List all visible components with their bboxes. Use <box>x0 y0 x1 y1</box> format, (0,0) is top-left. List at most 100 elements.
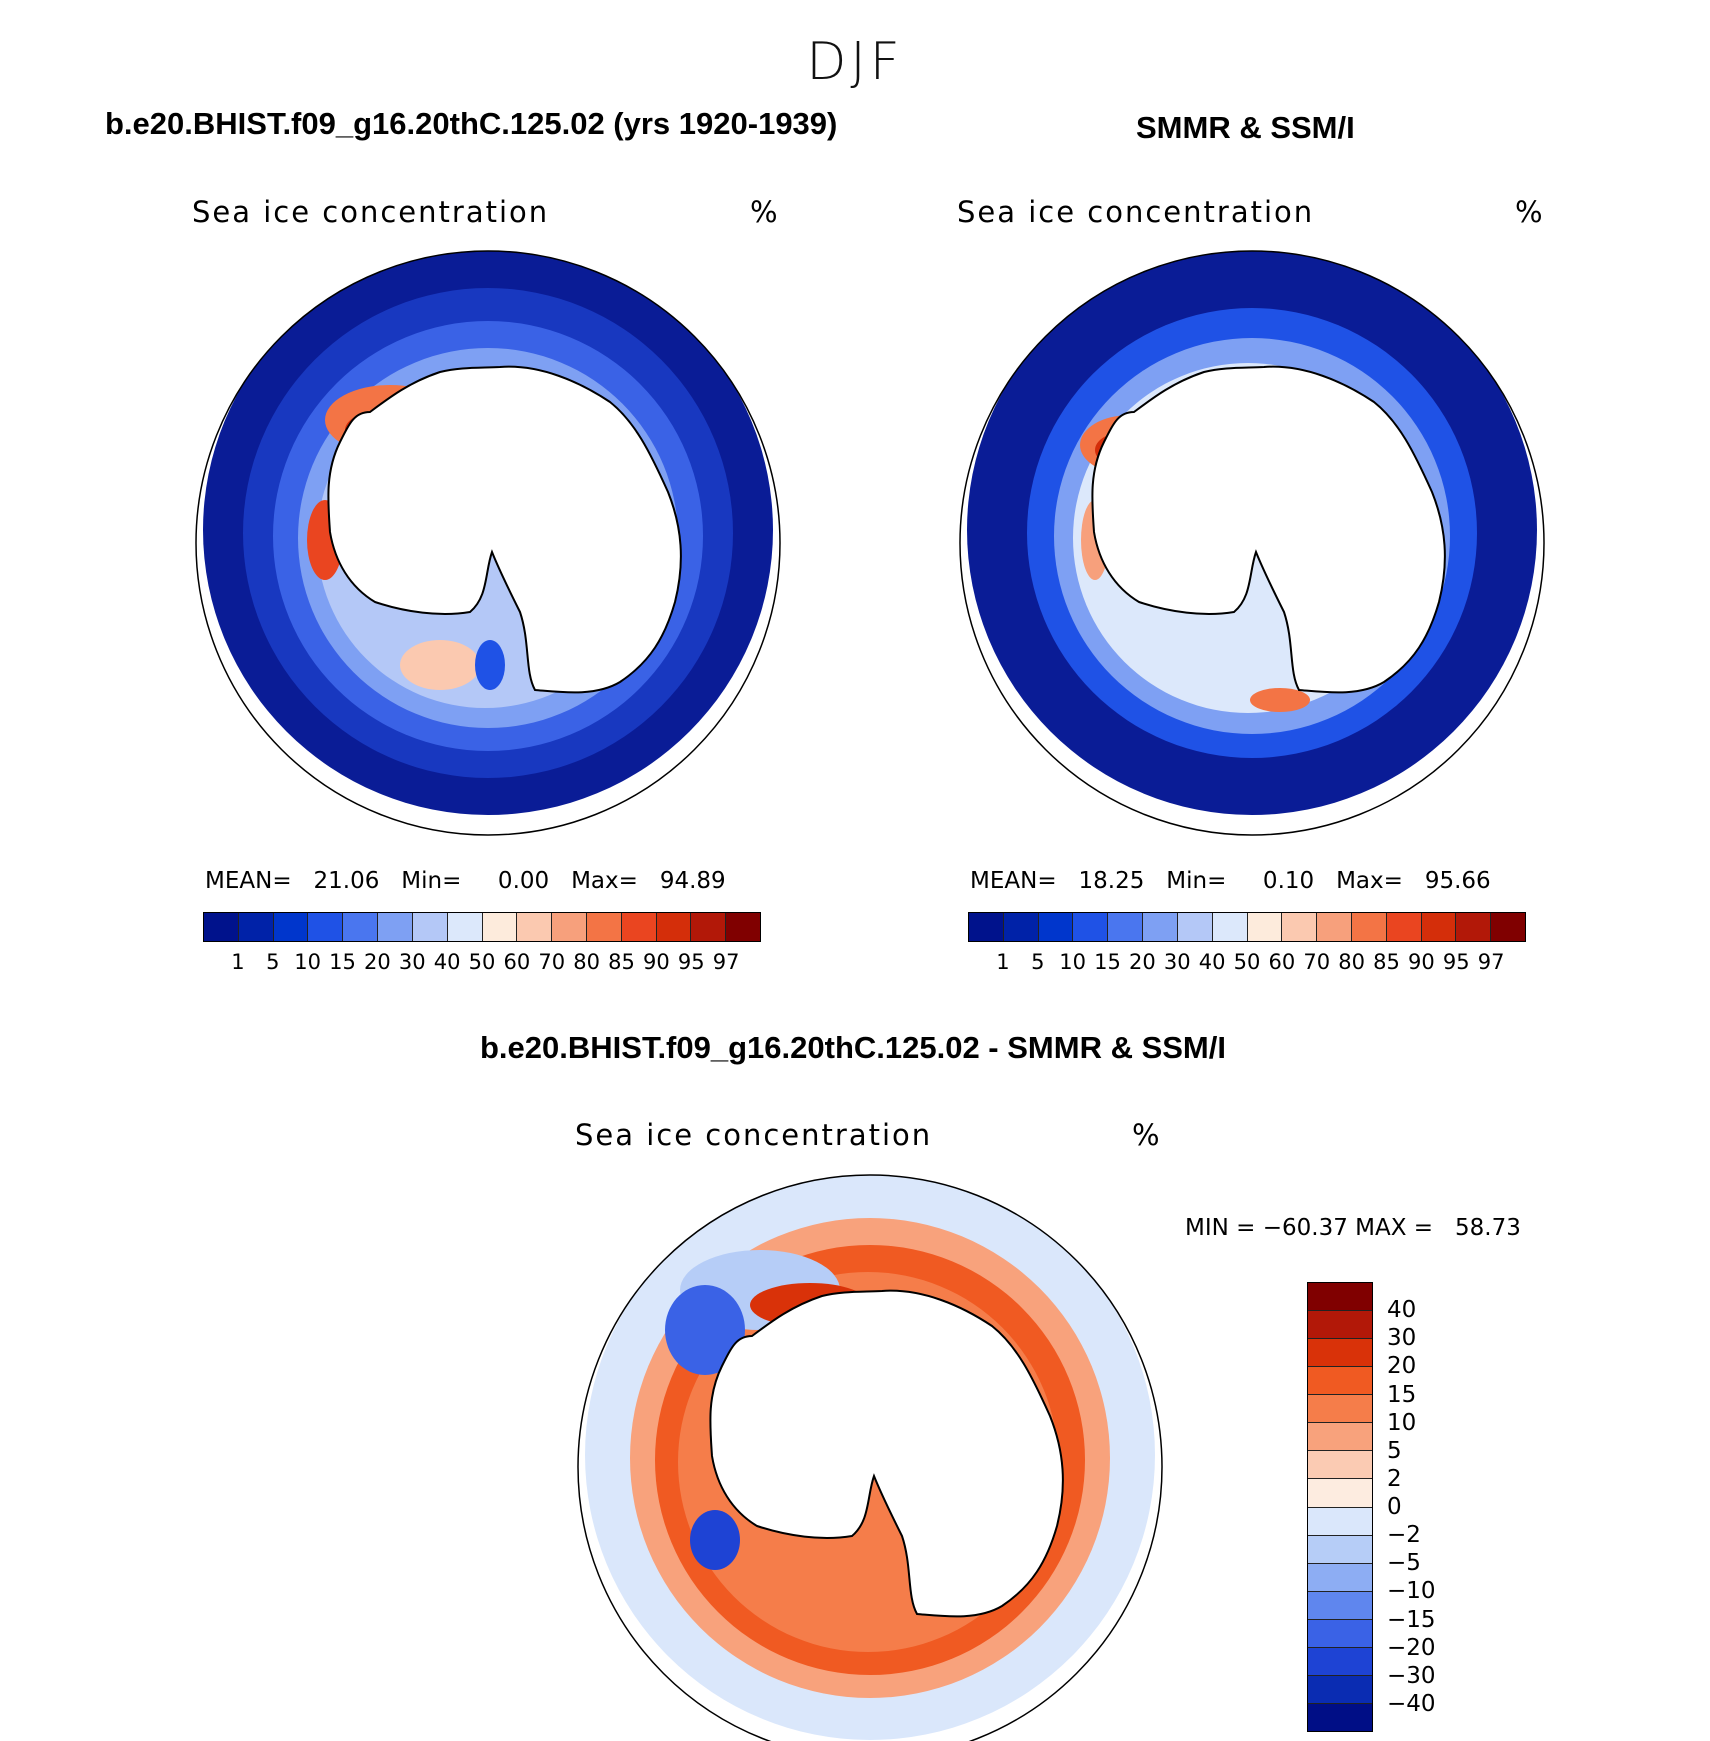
colorbar-difference-swatch <box>1308 1507 1372 1536</box>
colorbar-observations <box>968 912 1526 942</box>
colorbar-observations-swatch <box>1073 913 1109 941</box>
colorbar-difference-tick-label: 10 <box>1387 1409 1417 1436</box>
colorbar-model-tick-label: 15 <box>329 950 356 974</box>
colorbar-observations-swatch <box>1386 913 1422 941</box>
colorbar-difference-tick-label: −20 <box>1387 1634 1436 1661</box>
colorbar-observations-tick-label: 30 <box>1163 950 1191 974</box>
diff-panel-unit: % <box>1132 1118 1160 1152</box>
colorbar-observations-tick-label: 95 <box>1442 950 1470 974</box>
colorbar-model-tick-label: 85 <box>608 950 635 974</box>
colorbar-model-ticks: 1 5 10 15 20 30 40 50 60 70 80 85 90 95 97 <box>203 950 761 976</box>
panel-2-title: SMMR & SSM/I <box>1136 110 1355 145</box>
colorbar-difference-tick-label: −2 <box>1387 1522 1421 1549</box>
season-title: DJF <box>806 32 904 92</box>
colorbar-difference-swatch <box>1308 1283 1372 1312</box>
colorbar-observations-swatch <box>1247 913 1283 941</box>
colorbar-model-tick-label: 50 <box>468 950 496 974</box>
map-model <box>195 250 781 836</box>
colorbar-model-tick-label: 5 <box>266 950 280 974</box>
colorbar-model-swatch <box>517 913 553 941</box>
colorbar-difference-ticks: 40 30 20 15 10 5 2 0 −2 −5 −10 −15 −20 −30 −40 <box>1387 1282 1467 1732</box>
colorbar-observations-tick-label: 10 <box>1059 950 1086 974</box>
colorbar-difference-swatch <box>1308 1311 1372 1340</box>
panel-2-variable: Sea ice concentration <box>957 195 1315 229</box>
colorbar-difference-tick-label: −5 <box>1387 1550 1421 1577</box>
colorbar-difference-swatch <box>1308 1423 1372 1452</box>
colorbar-observations-tick-label: 1 <box>996 950 1010 974</box>
colorbar-difference <box>1307 1282 1373 1732</box>
colorbar-difference-swatch <box>1308 1479 1372 1508</box>
colorbar-difference-tick-label: 2 <box>1387 1465 1402 1492</box>
panel-1-unit: % <box>750 195 778 229</box>
colorbar-model-swatch <box>412 913 448 941</box>
colorbar-observations-swatch <box>1143 913 1178 941</box>
diff-panel-stats: MIN = −60.37 MAX = 58.73 <box>1185 1215 1521 1241</box>
colorbar-observations-swatch <box>969 913 1004 941</box>
colorbar-model-tick-label: 70 <box>538 950 566 974</box>
colorbar-model-swatch <box>586 913 622 941</box>
panel-1-stats: MEAN= 21.06 Min= 0.00 Max= 94.89 <box>205 868 726 894</box>
colorbar-model-tick-label: 90 <box>643 950 670 974</box>
colorbar-model-tick-label: 80 <box>573 950 600 974</box>
colorbar-difference-swatch <box>1308 1563 1372 1592</box>
panel-2-stats: MEAN= 18.25 Min= 0.10 Max= 95.66 <box>970 868 1491 894</box>
colorbar-difference-swatch <box>1308 1339 1372 1368</box>
colorbar-difference-swatch <box>1308 1591 1372 1620</box>
colorbar-observations-swatch <box>1456 913 1492 941</box>
colorbar-observations-swatch <box>1212 913 1248 941</box>
colorbar-difference-tick-label: 15 <box>1387 1381 1417 1408</box>
colorbar-difference-swatch <box>1308 1451 1372 1480</box>
colorbar-observations-tick-label: 70 <box>1303 950 1331 974</box>
colorbar-difference-swatch <box>1308 1395 1372 1424</box>
colorbar-difference-tick-label: −10 <box>1387 1578 1436 1605</box>
colorbar-observations-swatch <box>1038 913 1074 941</box>
colorbar-model-swatch <box>238 913 274 941</box>
colorbar-difference-swatch <box>1308 1367 1372 1396</box>
colorbar-observations-swatch <box>1108 913 1144 941</box>
colorbar-model-swatch <box>343 913 379 941</box>
colorbar-observations-tick-label: 20 <box>1129 950 1156 974</box>
colorbar-observations-swatch <box>1491 913 1525 941</box>
colorbar-difference-tick-label: 30 <box>1387 1325 1417 1352</box>
colorbar-observations-tick-label: 85 <box>1373 950 1400 974</box>
colorbar-difference-tick-label: 5 <box>1387 1437 1402 1464</box>
colorbar-model-swatch <box>273 913 309 941</box>
colorbar-observations-swatch <box>1003 913 1039 941</box>
colorbar-model-tick-label: 40 <box>433 950 461 974</box>
colorbar-difference-tick-label: −40 <box>1387 1690 1436 1717</box>
colorbar-model-swatch <box>378 913 413 941</box>
colorbar-model-tick-label: 97 <box>712 950 740 974</box>
panel-2-unit: % <box>1515 195 1543 229</box>
colorbar-model-swatch <box>552 913 587 941</box>
colorbar-observations-tick-label: 50 <box>1233 950 1261 974</box>
colorbar-observations-tick-label: 5 <box>1031 950 1045 974</box>
colorbar-observations-tick-label: 60 <box>1268 950 1296 974</box>
colorbar-model-tick-label: 60 <box>503 950 531 974</box>
colorbar-difference-swatch <box>1308 1703 1372 1731</box>
colorbar-difference-tick-label: −30 <box>1387 1662 1436 1689</box>
colorbar-model-swatch <box>308 913 344 941</box>
colorbar-observations-swatch <box>1421 913 1457 941</box>
colorbar-difference-swatch <box>1308 1647 1372 1676</box>
colorbar-model-swatch <box>482 913 518 941</box>
colorbar-model-tick-label: 10 <box>294 950 321 974</box>
colorbar-observations-swatch <box>1317 913 1352 941</box>
colorbar-model-swatch <box>204 913 239 941</box>
colorbar-model-tick-label: 20 <box>364 950 391 974</box>
colorbar-difference-swatch <box>1308 1535 1372 1564</box>
colorbar-model <box>203 912 761 942</box>
colorbar-model-swatch <box>726 913 760 941</box>
diff-panel-variable: Sea ice concentration <box>575 1118 933 1152</box>
colorbar-observations-swatch <box>1282 913 1318 941</box>
colorbar-observations-tick-label: 15 <box>1094 950 1121 974</box>
colorbar-model-swatch <box>656 913 692 941</box>
colorbar-model-swatch <box>621 913 657 941</box>
colorbar-difference-swatch <box>1308 1619 1372 1648</box>
colorbar-observations-swatch <box>1177 913 1213 941</box>
map-difference <box>577 1174 1163 1741</box>
colorbar-model-tick-label: 30 <box>398 950 426 974</box>
colorbar-difference-tick-label: 20 <box>1387 1353 1417 1380</box>
map-observations <box>959 250 1545 836</box>
colorbar-observations-tick-label: 97 <box>1477 950 1505 974</box>
